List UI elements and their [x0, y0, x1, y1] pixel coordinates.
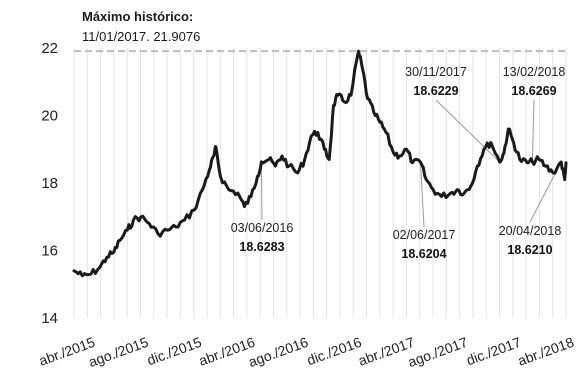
annotation-date: 30/11/2017 [405, 65, 467, 79]
x-tick-label: abr./2017 [356, 334, 417, 369]
annotation-value: 18.6229 [413, 84, 458, 98]
annotation-leader [531, 99, 535, 162]
y-tick-label: 16 [41, 243, 58, 260]
annotation-leader [260, 161, 263, 221]
chart-title: Máximo histórico: [82, 9, 193, 24]
annotation-value: 18.6283 [239, 240, 284, 254]
chart-subtitle: 11/01/2017. 21.9076 [82, 29, 200, 44]
annotations: 03/06/2016 18.6283 02/06/2017 18.6204 30/11/… [231, 65, 566, 261]
x-tick-label: ago./2015 [86, 334, 150, 370]
gridlines [73, 48, 567, 318]
y-tick-label: 18 [41, 175, 58, 192]
annotation-value: 18.6204 [401, 247, 446, 261]
annotation-date: 20/04/2018 [499, 224, 562, 238]
x-tick-label: abr./2018 [516, 334, 576, 369]
x-tick-label: dic./2015 [145, 334, 204, 369]
y-axis-ticks: 14 16 18 20 22 [41, 40, 58, 327]
series-line [72, 49, 568, 278]
x-tick-label: abr./2015 [37, 334, 98, 369]
y-tick-label: 14 [41, 310, 58, 327]
y-tick-label: 20 [41, 108, 58, 125]
x-tick-label: ago./2016 [246, 334, 310, 370]
x-tick-label: dic./2017 [464, 334, 523, 369]
annotation-value: 18.6269 [511, 84, 556, 98]
annotation-value: 18.6210 [507, 243, 552, 257]
x-tick-label: dic./2016 [305, 334, 364, 369]
x-axis-ticks: abr./2015ago./2015dic./2015abr./2016ago.… [37, 334, 576, 370]
annotation-leader [419, 162, 425, 228]
annotation-leader [435, 99, 500, 163]
annotation-date: 13/02/2018 [503, 65, 566, 79]
y-tick-label: 22 [41, 40, 58, 57]
annotation-date: 03/06/2016 [231, 221, 294, 235]
x-tick-label: abr./2016 [197, 334, 258, 369]
annotation-date: 02/06/2017 [393, 228, 456, 242]
x-tick-label: ago./2017 [406, 334, 470, 370]
